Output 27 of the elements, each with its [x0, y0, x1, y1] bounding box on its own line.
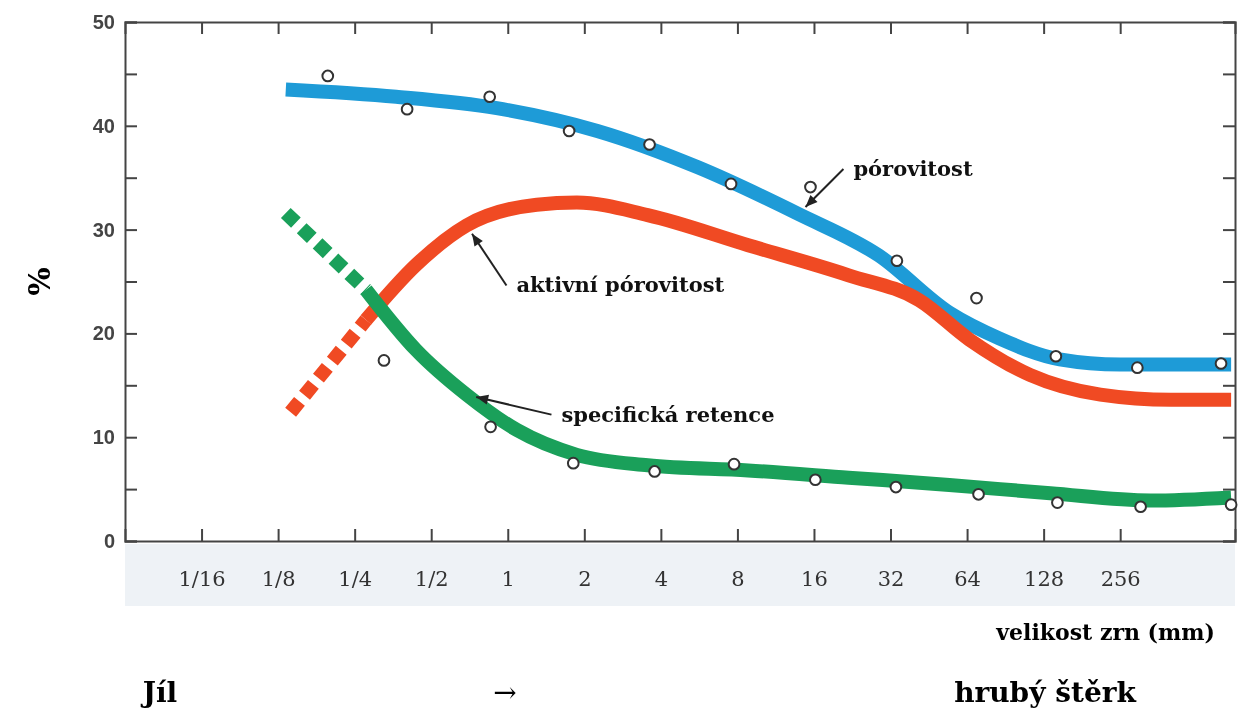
y-tick-label: 0 — [103, 529, 115, 552]
text: Jíl — [139, 676, 178, 709]
x-tick-label: 256 — [1100, 566, 1141, 591]
series-label: aktivní pórovitost — [516, 272, 725, 298]
x-tick-label: 1 — [501, 566, 515, 591]
y-tick-label: 50 — [92, 10, 115, 33]
y-axis-title: % — [22, 267, 57, 296]
x-tick-label: 16 — [801, 566, 828, 591]
x-tick-label: 1/8 — [261, 566, 296, 591]
y-tick-label: 10 — [92, 426, 115, 449]
y-tick-label: 40 — [92, 114, 115, 137]
x-tick-label: 1/2 — [414, 566, 449, 591]
x-tick-label: 128 — [1024, 566, 1065, 591]
y-tick-label: 20 — [92, 322, 115, 345]
x-tick-label: 8 — [731, 566, 745, 591]
x-tick-label: 32 — [877, 566, 905, 591]
x-tick-label: 64 — [954, 566, 981, 591]
text: pórovitost — [853, 156, 973, 182]
series-label: specifická retence — [561, 401, 775, 427]
x-tick-label: 4 — [654, 566, 669, 591]
x-axis-title: velikost zrn (mm) — [995, 619, 1215, 645]
text: hrubý štěrk — [954, 676, 1137, 709]
text: → — [493, 676, 517, 709]
y-tick-label: 30 — [92, 218, 115, 241]
x-tick-label: 2 — [578, 566, 592, 591]
x-tick-label: 1/16 — [178, 566, 226, 591]
x-tick-label: 1/4 — [338, 566, 373, 591]
